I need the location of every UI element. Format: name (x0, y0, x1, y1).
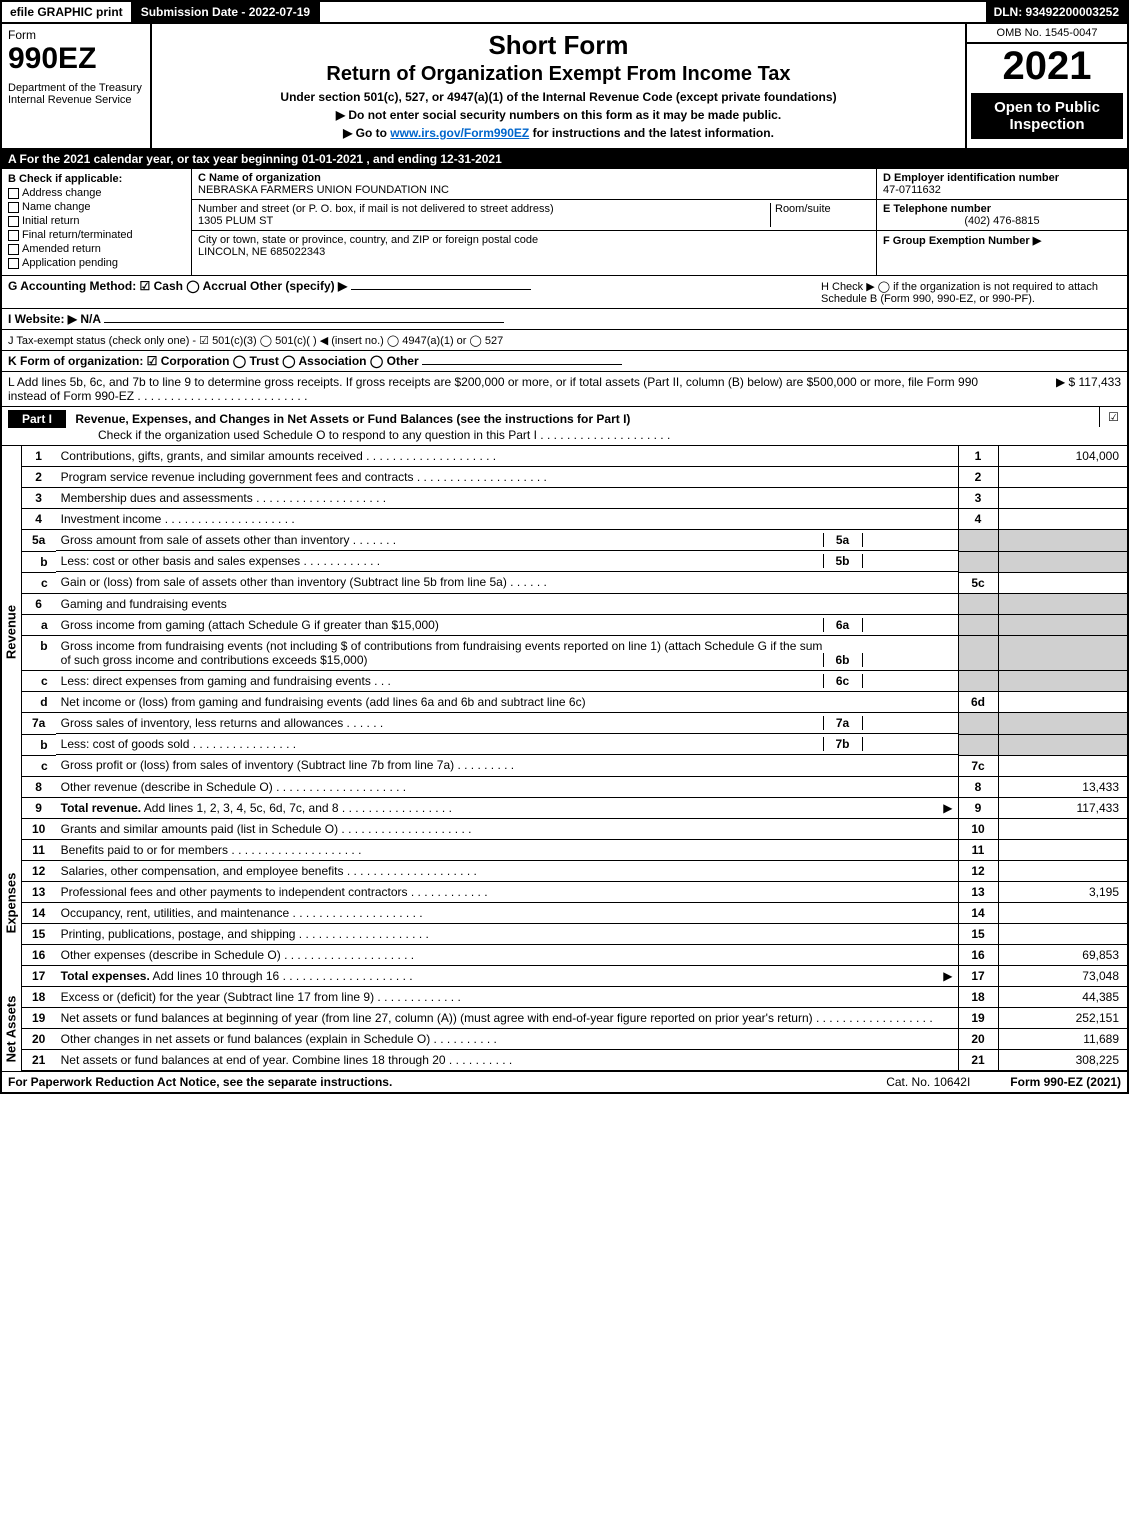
chk-address-change[interactable]: Address change (8, 187, 185, 199)
chk-amended-return[interactable]: Amended return (8, 243, 185, 255)
section-bcdef: B Check if applicable: Address change Na… (0, 169, 1129, 276)
line-20: 20Other changes in net assets or fund ba… (22, 1028, 1128, 1049)
line-4: 4Investment income4 (22, 509, 1128, 530)
line-9: 9Total revenue. Add lines 1, 2, 3, 4, 5c… (22, 797, 1128, 818)
efile-print-button[interactable]: efile GRAPHIC print (2, 2, 133, 22)
title-short-form: Short Form (160, 30, 957, 61)
net-assets-section: Net Assets 18Excess or (deficit) for the… (0, 987, 1129, 1071)
col-b: B Check if applicable: Address change Na… (2, 169, 192, 275)
d-ein: D Employer identification number47-07116… (877, 169, 1127, 200)
line-21: 21Net assets or fund balances at end of … (22, 1049, 1128, 1070)
line-8: 8Other revenue (describe in Schedule O)8… (22, 776, 1128, 797)
revenue-sidelabel: Revenue (0, 446, 22, 819)
c-street-row: Number and street (or P. O. box, if mail… (192, 200, 876, 231)
line-6c: cLess: direct expenses from gaming and f… (22, 671, 1128, 692)
dln: DLN: 93492200003252 (986, 2, 1127, 22)
g-accounting-method: G Accounting Method: ☑ Cash ◯ Accrual Ot… (8, 279, 821, 293)
line-6: 6Gaming and fundraising events (22, 593, 1128, 614)
line-5b: bLess: cost or other basis and sales exp… (22, 551, 1128, 572)
line-7a: 7aGross sales of inventory, less returns… (22, 713, 1128, 735)
chk-final-return[interactable]: Final return/terminated (8, 229, 185, 241)
footer-left: For Paperwork Reduction Act Notice, see … (8, 1075, 846, 1089)
row-g-h: G Accounting Method: ☑ Cash ◯ Accrual Ot… (0, 276, 1129, 309)
h-schedule-b: H Check ▶ ◯ if the organization is not r… (821, 280, 1121, 305)
title-return: Return of Organization Exempt From Incom… (160, 63, 957, 86)
c-city-row: City or town, state or province, country… (192, 231, 876, 261)
chk-name-change[interactable]: Name change (8, 201, 185, 213)
part-i-label: Part I (8, 410, 66, 428)
line-10: 10Grants and similar amounts paid (list … (22, 819, 1128, 840)
note-ssn: ▶ Do not enter social security numbers o… (160, 108, 957, 122)
part-i-header: Part I Revenue, Expenses, and Changes in… (0, 407, 1129, 446)
line-2: 2Program service revenue including gover… (22, 467, 1128, 488)
netassets-sidelabel: Net Assets (0, 987, 22, 1071)
omb-number: OMB No. 1545-0047 (967, 24, 1127, 44)
revenue-section: Revenue 1Contributions, gifts, grants, a… (0, 446, 1129, 819)
line-7b: bLess: cost of goods sold . . . . . . . … (22, 734, 1128, 755)
expenses-sidelabel: Expenses (0, 819, 22, 987)
header-left: Form 990EZ Department of the Treasury In… (2, 24, 152, 148)
page-footer: For Paperwork Reduction Act Notice, see … (0, 1071, 1129, 1094)
dept-irs: Internal Revenue Service (8, 94, 144, 106)
e-phone: E Telephone number(402) 476-8815 (877, 200, 1127, 231)
chk-application-pending[interactable]: Application pending (8, 257, 185, 269)
header-right: OMB No. 1545-0047 2021 Open to Public In… (967, 24, 1127, 148)
submission-date: Submission Date - 2022-07-19 (133, 2, 320, 22)
form-word: Form (8, 28, 144, 42)
line-6b: bGross income from fundraising events (n… (22, 636, 1128, 671)
line-13: 13Professional fees and other payments t… (22, 881, 1128, 902)
line-15: 15Printing, publications, postage, and s… (22, 923, 1128, 944)
row-l-gross-receipts: L Add lines 5b, 6c, and 7b to line 9 to … (0, 372, 1129, 407)
form-header: Form 990EZ Department of the Treasury In… (0, 24, 1129, 150)
line-12: 12Salaries, other compensation, and empl… (22, 860, 1128, 881)
org-street: 1305 PLUM ST (198, 215, 273, 227)
line-19: 19Net assets or fund balances at beginni… (22, 1007, 1128, 1028)
line-1: 1Contributions, gifts, grants, and simil… (22, 446, 1128, 467)
netassets-table: 18Excess or (deficit) for the year (Subt… (22, 987, 1129, 1071)
part-i-title: Revenue, Expenses, and Changes in Net As… (75, 412, 630, 426)
row-a-calendar-year: A For the 2021 calendar year, or tax yea… (0, 150, 1129, 169)
line-17: 17Total expenses. Add lines 10 through 1… (22, 965, 1128, 986)
dept-treasury: Department of the Treasury (8, 82, 144, 94)
line-18: 18Excess or (deficit) for the year (Subt… (22, 987, 1128, 1008)
col-c: C Name of organization NEBRASKA FARMERS … (192, 169, 877, 275)
row-k-form-org: K Form of organization: ☑ Corporation ◯ … (0, 351, 1129, 372)
row-i-website: I Website: ▶ N/A (0, 309, 1129, 330)
room-suite: Room/suite (770, 203, 870, 227)
line-5c: cGain or (loss) from sale of assets othe… (22, 572, 1128, 593)
expenses-section: Expenses 10Grants and similar amounts pa… (0, 819, 1129, 987)
footer-center: Cat. No. 10642I (846, 1075, 1010, 1089)
org-name: NEBRASKA FARMERS UNION FOUNDATION INC (198, 184, 449, 196)
line-6a: aGross income from gaming (attach Schedu… (22, 614, 1128, 636)
tax-year: 2021 (967, 44, 1127, 89)
c-name-row: C Name of organization NEBRASKA FARMERS … (192, 169, 876, 200)
open-to-public: Open to Public Inspection (971, 93, 1123, 139)
revenue-table: 1Contributions, gifts, grants, and simil… (22, 446, 1129, 819)
line-6d: dNet income or (loss) from gaming and fu… (22, 692, 1128, 713)
footer-right: Form 990-EZ (2021) (1010, 1075, 1121, 1089)
col-def: D Employer identification number47-07116… (877, 169, 1127, 275)
subtitle: Under section 501(c), 527, or 4947(a)(1)… (160, 90, 957, 104)
irs-link[interactable]: www.irs.gov/Form990EZ (390, 126, 529, 140)
b-label: B Check if applicable: (8, 173, 122, 185)
line-14: 14Occupancy, rent, utilities, and mainte… (22, 902, 1128, 923)
part-i-checkbox[interactable]: ☑ (1099, 407, 1127, 427)
form-number: 990EZ (8, 42, 144, 76)
chk-initial-return[interactable]: Initial return (8, 215, 185, 227)
l-amount: ▶ $ 117,433 (1001, 375, 1121, 403)
header-center: Short Form Return of Organization Exempt… (152, 24, 967, 148)
line-3: 3Membership dues and assessments3 (22, 488, 1128, 509)
row-j-tax-exempt: J Tax-exempt status (check only one) - ☑… (0, 330, 1129, 351)
line-16: 16Other expenses (describe in Schedule O… (22, 944, 1128, 965)
note-goto: ▶ Go to www.irs.gov/Form990EZ for instru… (160, 126, 957, 140)
org-city: LINCOLN, NE 685022343 (198, 246, 325, 258)
top-bar: efile GRAPHIC print Submission Date - 20… (0, 0, 1129, 24)
line-11: 11Benefits paid to or for members11 (22, 839, 1128, 860)
expenses-table: 10Grants and similar amounts paid (list … (22, 819, 1129, 987)
topbar-spacer (320, 2, 985, 22)
f-group-exemption: F Group Exemption Number ▶ (877, 231, 1127, 250)
line-5a: 5aGross amount from sale of assets other… (22, 530, 1128, 552)
line-7c: cGross profit or (loss) from sales of in… (22, 755, 1128, 776)
part-i-sub: Check if the organization used Schedule … (8, 428, 537, 442)
